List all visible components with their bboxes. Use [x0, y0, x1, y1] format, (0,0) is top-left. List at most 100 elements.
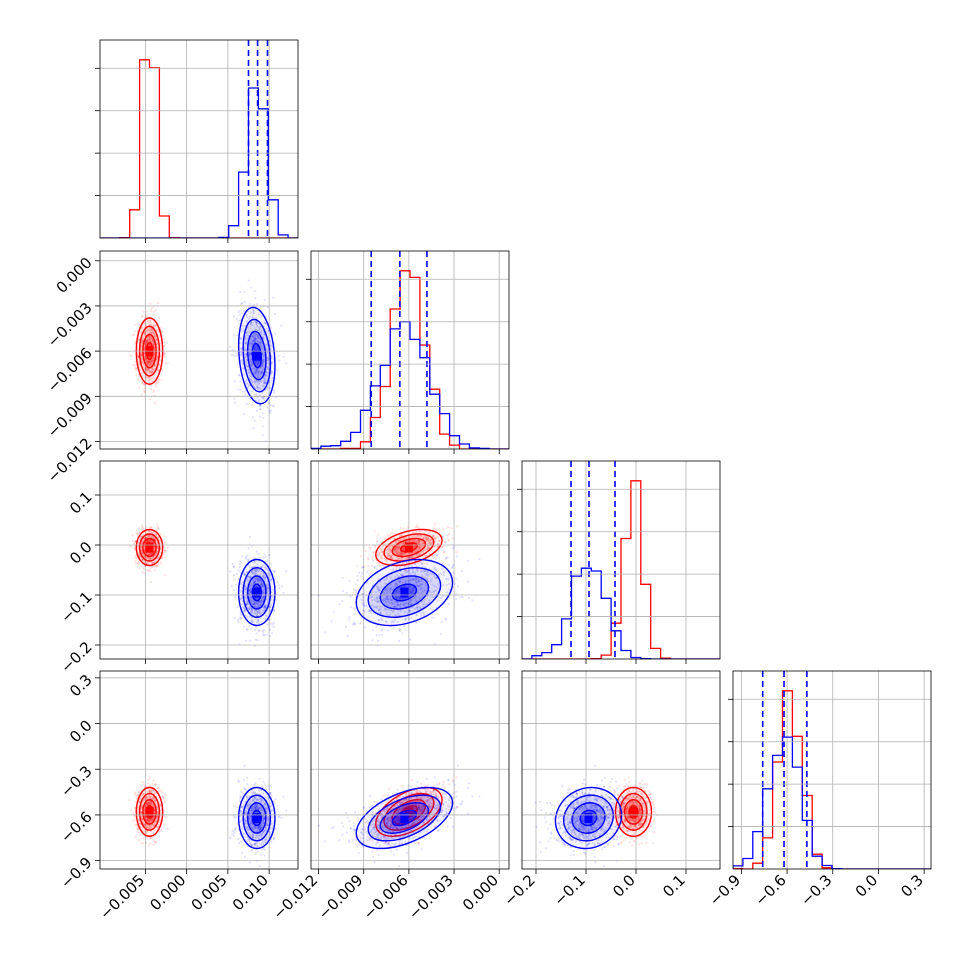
sample-point [232, 565, 235, 568]
sample-point [253, 368, 256, 371]
sample-point [420, 612, 423, 615]
sample-point [426, 546, 429, 549]
sample-point [143, 390, 146, 393]
sample-point [260, 372, 263, 375]
sample-point [256, 639, 259, 642]
sample-point [397, 614, 400, 617]
sample-point [148, 553, 151, 556]
sample-point [407, 617, 411, 620]
sample-point [266, 366, 269, 370]
sample-point [419, 552, 422, 555]
sample-point [139, 332, 142, 335]
sample-point [247, 606, 250, 609]
sample-point [231, 348, 234, 351]
sample-point [261, 566, 264, 569]
sample-point [418, 530, 422, 533]
sample-point [148, 339, 151, 342]
sample-point [423, 600, 426, 603]
sample-point [232, 566, 235, 569]
sample-point [142, 382, 145, 386]
y-tick-label: −0.1 [57, 588, 95, 626]
sample-point [248, 536, 251, 539]
sample-point [392, 609, 395, 613]
sample-point [154, 335, 157, 338]
sample-point [451, 565, 454, 568]
sample-point [149, 378, 152, 381]
sample-point [400, 556, 403, 559]
sample-point [451, 547, 455, 550]
sample-point [243, 290, 246, 294]
sample-point [273, 610, 276, 613]
sample-point [256, 303, 259, 306]
sample-point [426, 578, 429, 582]
sample-point [253, 561, 256, 564]
sample-point [147, 552, 150, 556]
sample-point [398, 596, 401, 599]
sample-point [140, 315, 143, 318]
sample-point [149, 360, 152, 363]
sample-point [368, 608, 371, 611]
sample-point [133, 360, 136, 363]
sample-point [419, 588, 422, 591]
sample-point [403, 565, 406, 568]
sample-point [381, 550, 384, 553]
sample-point [383, 599, 387, 602]
sample-point [256, 371, 259, 374]
sample-point [372, 606, 375, 609]
sample-point [248, 589, 251, 592]
sample-point [412, 540, 415, 543]
sample-point [401, 541, 404, 545]
sample-point [256, 339, 259, 342]
sample-point [406, 557, 409, 560]
sample-point [269, 609, 272, 612]
sample-point [255, 563, 258, 566]
sample-point [149, 329, 152, 332]
sample-point [153, 335, 156, 338]
sample-point [151, 359, 155, 362]
sample-point [155, 360, 158, 364]
sample-point [159, 560, 162, 563]
sample-point [269, 578, 272, 581]
sample-point [400, 552, 403, 555]
sample-point [262, 397, 265, 400]
sample-point [371, 556, 374, 559]
sample-point [253, 568, 256, 571]
sample-point [152, 332, 156, 335]
sample-point [150, 540, 153, 543]
sample-point [150, 539, 153, 543]
sample-point [447, 538, 450, 541]
sample-point [369, 609, 372, 612]
sample-point [150, 331, 153, 334]
sample-point [148, 530, 152, 533]
sample-point [330, 620, 333, 623]
sample-point [386, 614, 389, 617]
sample-point [429, 530, 432, 533]
sample-point [374, 530, 377, 533]
sample-point [261, 412, 264, 415]
sample-point [150, 359, 153, 362]
sample-point [454, 577, 457, 580]
sample-point [251, 621, 254, 624]
sample-point [373, 551, 376, 554]
sample-point [153, 537, 156, 540]
sample-point [410, 591, 413, 594]
sample-point [255, 368, 258, 371]
sample-point [260, 314, 263, 317]
sample-point [255, 632, 258, 635]
sample-point [418, 542, 421, 545]
sample-point [422, 605, 425, 608]
sample-point [258, 343, 261, 346]
y-tick-label: −0.012 [44, 434, 96, 486]
sample-point [240, 337, 243, 340]
sample-point [240, 360, 243, 363]
sample-point [254, 617, 257, 620]
sample-point [253, 580, 256, 583]
sample-point [159, 342, 162, 345]
sample-point [161, 557, 164, 560]
sample-point [236, 605, 239, 608]
sample-point [149, 581, 152, 584]
sample-point [398, 598, 401, 601]
sample-point [251, 600, 254, 603]
sample-point [442, 552, 445, 555]
sample-point [143, 560, 147, 563]
